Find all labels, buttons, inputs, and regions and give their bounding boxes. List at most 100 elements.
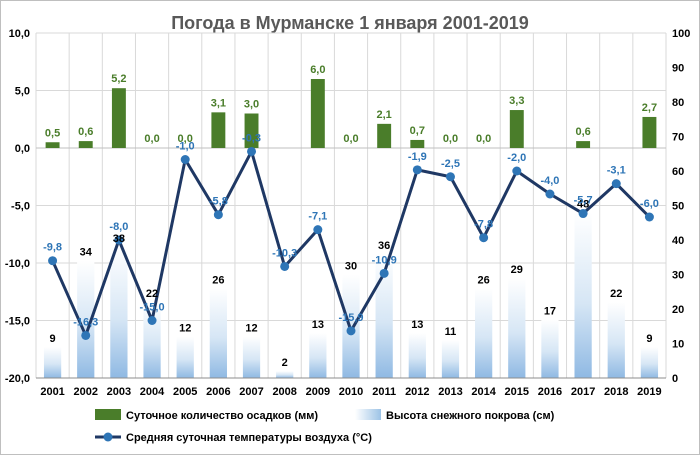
snow-data-label: 13 xyxy=(312,319,324,331)
snow-data-label: 12 xyxy=(245,323,257,335)
x-axis-tick-label: 2017 xyxy=(571,386,595,398)
snow-bar xyxy=(242,336,261,378)
legend-marker-temp xyxy=(103,432,113,442)
snow-data-label: 17 xyxy=(544,305,556,317)
precip-data-label: 3,1 xyxy=(211,97,226,109)
snow-bar xyxy=(607,302,625,378)
precip-data-label: 0,0 xyxy=(178,133,193,145)
snow-bar xyxy=(508,277,526,378)
snow-bar xyxy=(441,340,460,378)
precip-data-label: 0,6 xyxy=(78,126,93,138)
precip-data-label: 2,1 xyxy=(377,109,392,121)
snow-bar xyxy=(276,371,294,378)
precip-data-label: 0,0 xyxy=(144,133,159,145)
legend-item-temp: Средняя суточная температуры воздуха (°С… xyxy=(95,432,372,444)
precip-bars xyxy=(45,79,657,148)
precip-bar xyxy=(244,113,259,148)
snow-bar xyxy=(43,346,62,378)
legend-item-precip: Суточное количество осадков (мм) xyxy=(95,409,318,422)
precip-bar xyxy=(78,141,93,148)
snow-data-label: 26 xyxy=(478,274,490,286)
right-axis-tick-label: 0 xyxy=(672,373,678,385)
snow-data-label: 2 xyxy=(282,357,288,369)
precip-data-label: 2,7 xyxy=(642,102,657,114)
x-axis-tick-label: 2010 xyxy=(339,386,363,398)
temperature-point xyxy=(512,166,522,176)
temperature-data-label: -15,9 xyxy=(338,312,363,324)
temperature-data-label: -8,0 xyxy=(109,221,128,233)
temperature-point xyxy=(379,268,389,278)
temperature-data-label: -2,5 xyxy=(441,158,460,170)
temperature-data-label: -5,8 xyxy=(209,196,228,208)
snow-bar xyxy=(475,288,493,378)
snow-bar xyxy=(541,319,559,378)
x-axis-tick-label: 2019 xyxy=(637,386,661,398)
legend: Суточное количество осадков (мм) Высота … xyxy=(95,409,555,444)
precip-data-label: 0,5 xyxy=(45,127,60,139)
snow-data-label: 36 xyxy=(378,240,390,252)
temperature-point xyxy=(445,172,455,182)
snow-data-label: 26 xyxy=(212,274,224,286)
precip-data-label: 0,0 xyxy=(476,133,491,145)
temperature-data-label: -5,7 xyxy=(574,195,593,207)
temperature-point xyxy=(48,256,58,266)
x-axis-tick-label: 2014 xyxy=(471,386,496,398)
snow-data-label: 38 xyxy=(113,233,125,245)
temperature-point xyxy=(180,155,190,164)
left-axis-tick-label: 10,0 xyxy=(9,28,30,40)
right-axis-tick-label: 40 xyxy=(672,235,684,247)
right-axis-tick-label: 100 xyxy=(672,28,690,40)
temperature-point xyxy=(313,225,323,235)
right-axis-tick-label: 80 xyxy=(672,97,684,109)
temperature-point xyxy=(412,165,422,175)
right-axis-tick-label: 60 xyxy=(672,166,684,178)
temperature-point xyxy=(114,235,124,245)
precip-data-label: 0,6 xyxy=(575,126,590,138)
precip-data-label: 3,3 xyxy=(509,95,524,107)
temperature-data-label: -10,9 xyxy=(372,254,397,266)
snow-bar xyxy=(574,212,592,378)
right-axis-tick-label: 30 xyxy=(672,270,684,282)
precip-bar xyxy=(45,142,60,148)
x-axis-ticks: 2001 2002 2003 2004 2005 2006 2007 2008 2009 2010… xyxy=(36,377,666,398)
x-axis-tick-label: 2012 xyxy=(405,386,429,398)
x-axis-tick-label: 2016 xyxy=(538,386,562,398)
temperature-data-label: -9,8 xyxy=(43,242,62,254)
precip-bar xyxy=(211,112,226,148)
left-axis-ticks: -20,0 -15,0 -10,0 -5,0 0,0 5,0 10,0 xyxy=(5,28,30,385)
temperature-point xyxy=(611,179,621,189)
legend-swatch-precip xyxy=(95,409,121,420)
snow-data-label: 13 xyxy=(411,319,423,331)
snow-bar xyxy=(77,260,95,378)
snow-data-label: 29 xyxy=(511,264,523,276)
x-axis-tick-label: 2002 xyxy=(73,386,97,398)
precip-bar xyxy=(509,110,524,148)
snow-bar xyxy=(640,346,659,378)
x-axis-tick-label: 2013 xyxy=(438,386,462,398)
temperature-data-label: -15,0 xyxy=(140,302,165,314)
temperature-point xyxy=(147,316,157,325)
snow-data-label: 9 xyxy=(646,333,652,345)
snow-data-label: 9 xyxy=(50,333,56,345)
right-axis-tick-label: 50 xyxy=(672,201,684,213)
snow-data-label: 48 xyxy=(577,198,589,210)
legend-item-snow: Высота снежного покрова (см) xyxy=(355,409,555,422)
temperature-data-label: -0,3 xyxy=(242,132,261,144)
snow-data-label: 12 xyxy=(179,323,191,335)
temperature-line xyxy=(48,146,654,340)
precip-bar xyxy=(310,79,325,148)
snow-bar xyxy=(209,288,227,378)
right-axis-tick-label: 70 xyxy=(672,132,684,144)
x-axis-tick-label: 2015 xyxy=(505,386,529,398)
temperature-point xyxy=(247,146,257,156)
left-axis-tick-label: -10,0 xyxy=(5,258,30,270)
x-axis-tick-label: 2009 xyxy=(306,386,330,398)
precip-data-label: 3,0 xyxy=(244,99,259,111)
snow-data-label: 11 xyxy=(445,326,457,338)
precip-bar xyxy=(410,139,425,148)
temperature-data-label: -10,3 xyxy=(272,247,297,259)
temperature-point xyxy=(479,233,489,243)
x-axis-tick-label: 2005 xyxy=(173,386,197,398)
legend-label-snow: Высота снежного покрова (см) xyxy=(386,410,555,422)
temperature-point xyxy=(280,261,290,271)
